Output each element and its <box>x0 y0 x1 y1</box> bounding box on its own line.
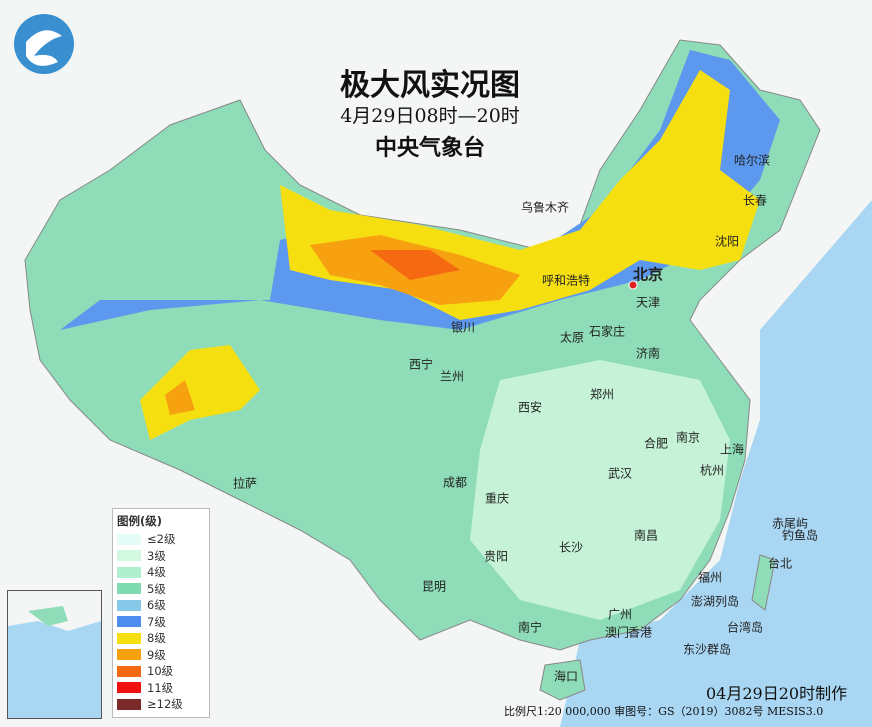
sea-east <box>560 200 872 727</box>
city-label: 合肥 <box>643 436 669 451</box>
legend-item: ≤2级 <box>117 531 205 548</box>
legend-item: 11级 <box>117 680 205 697</box>
scale-and-approval: 比例尺1:20 000,000 审图号：GS（2019）3082号 MESIS3… <box>504 705 824 718</box>
city-label: 西宁 <box>408 357 434 372</box>
legend-label: 6级 <box>147 598 166 613</box>
city-label: 钓鱼岛 <box>781 528 819 543</box>
legend-item: 8级 <box>117 630 205 647</box>
legend-swatch <box>117 616 141 628</box>
legend-label: 3级 <box>147 548 166 563</box>
city-label: 福州 <box>697 570 723 585</box>
map-agency: 中央气象台 <box>374 135 485 161</box>
legend-swatch <box>117 583 141 595</box>
beijing-marker <box>628 280 638 290</box>
city-label: 广州 <box>607 607 633 622</box>
city-label: 南宁 <box>517 620 543 635</box>
city-label: 上海 <box>719 442 745 457</box>
city-label: 乌鲁木齐 <box>520 200 570 215</box>
city-label: 拉萨 <box>232 476 258 491</box>
city-label: 贵阳 <box>483 549 509 564</box>
city-label: 济南 <box>635 346 661 361</box>
legend-item: 10级 <box>117 663 205 680</box>
map-period: 4月29日08时—20时 <box>340 105 520 127</box>
city-label: 澳门 <box>604 625 630 640</box>
city-label: 台北 <box>767 556 793 571</box>
legend-label: 7级 <box>147 614 166 629</box>
city-label: 南京 <box>675 430 701 445</box>
city-label: 西安 <box>517 400 543 415</box>
legend-swatch <box>117 533 141 545</box>
legend-item: 5级 <box>117 581 205 598</box>
city-label: 哈尔滨 <box>733 153 771 168</box>
legend-label: 11级 <box>147 680 174 695</box>
city-label: 沈阳 <box>714 234 740 249</box>
inset-map <box>8 591 101 631</box>
gust-9-tibet <box>165 380 195 415</box>
city-label: 海口 <box>553 669 579 684</box>
legend-item: 7级 <box>117 614 205 631</box>
city-label: 东沙群岛 <box>682 642 732 657</box>
legend-title: 图例(级) <box>117 514 163 528</box>
hainan <box>539 659 586 701</box>
gust-8-tibet <box>140 345 260 440</box>
legend-item: 9级 <box>117 647 205 664</box>
city-label: 台湾岛 <box>726 620 764 635</box>
legend-swatch <box>117 649 141 661</box>
city-label: 长沙 <box>558 540 584 555</box>
legend-swatch <box>117 599 141 611</box>
cma-logo <box>14 14 74 74</box>
east-green <box>470 360 730 620</box>
legend-label: ≥12级 <box>147 697 183 712</box>
city-label: 兰州 <box>439 369 465 384</box>
city-label: 石家庄 <box>588 324 626 339</box>
legend-label: 9级 <box>147 647 166 662</box>
map-title: 极大风实况图 <box>340 68 520 103</box>
city-label: 香港 <box>627 625 653 640</box>
legend-item: 6级 <box>117 597 205 614</box>
legend-swatch <box>117 550 141 562</box>
legend-swatch <box>117 566 141 578</box>
legend-swatch <box>117 698 141 710</box>
city-label: 重庆 <box>484 491 510 506</box>
city-label: 南昌 <box>633 528 659 543</box>
taiwan <box>751 554 776 611</box>
city-label: 天津 <box>635 295 661 310</box>
legend-swatch <box>117 665 141 677</box>
legend-swatch <box>117 682 141 694</box>
city-label: 呼和浩特 <box>541 273 591 288</box>
city-label: 杭州 <box>699 463 725 478</box>
legend-item: 3级 <box>117 548 205 565</box>
gust-10-north <box>370 250 460 280</box>
city-label: 银川 <box>450 320 476 335</box>
legend-label: 8级 <box>147 631 166 646</box>
legend-swatch <box>117 632 141 644</box>
city-label: 郑州 <box>589 387 615 402</box>
city-label: 北京 <box>632 265 664 284</box>
production-time: 04月29日20时制作 <box>706 684 848 703</box>
city-label: 武汉 <box>607 466 633 481</box>
city-label: 太原 <box>559 330 585 345</box>
city-label: 澎湖列岛 <box>690 594 740 609</box>
city-label: 赤尾屿 <box>771 516 809 531</box>
legend-label: 5级 <box>147 581 166 596</box>
city-label: 成都 <box>442 475 468 490</box>
legend-label: 4级 <box>147 565 166 580</box>
city-label: 长春 <box>742 193 768 208</box>
legend-item: 4级 <box>117 564 205 581</box>
south-china-sea-inset <box>7 590 102 719</box>
legend-item: ≥12级 <box>117 696 205 713</box>
city-label: 昆明 <box>421 579 447 594</box>
legend: 图例(级) ≤2级 3级 4级 5级 6级 7级 8级 9级 10级 11级 ≥12级 <box>112 508 210 718</box>
legend-label: 10级 <box>147 664 174 679</box>
legend-label: ≤2级 <box>147 532 176 547</box>
